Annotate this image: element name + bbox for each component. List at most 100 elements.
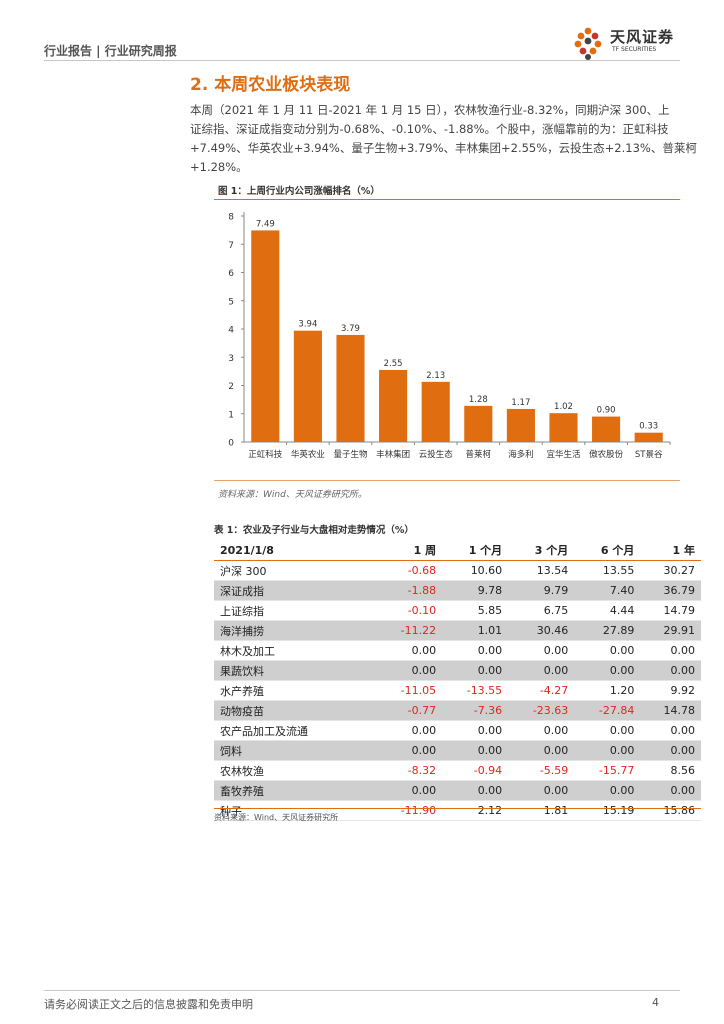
x-tick-label: 正虹科技: [248, 449, 283, 460]
y-tick-label: 7: [228, 241, 234, 251]
table-source: 资料来源：Wind、天风证券研究所: [214, 813, 339, 822]
bar-value-label: 7.49: [256, 219, 275, 229]
row-value: 15.19: [574, 800, 641, 821]
logo-subtitle: TF SECURITIES: [612, 46, 657, 53]
bar: [293, 330, 322, 442]
row-value: -5.59: [508, 760, 575, 781]
table-row: 种子 -11.90 2.12 1.81 15.19 15.86: [214, 800, 701, 821]
table-row: 沪深 300 -0.68 10.60 13.54 13.55 30.27: [214, 560, 701, 581]
row-value: 0.00: [508, 660, 575, 681]
y-tick-label: 1: [228, 410, 234, 420]
row-name: 饲料: [214, 740, 376, 761]
row-name: 海洋捕捞: [214, 620, 376, 641]
row-value: 0.00: [376, 780, 443, 801]
row-value: -0.77: [376, 700, 443, 721]
row-value: 0.00: [574, 640, 641, 661]
performance-table: 2021/1/8 1 周 1 个月 3 个月 6 个月 1 年 沪深 300 -0…: [214, 540, 701, 821]
row-name: 深证成指: [214, 580, 376, 601]
row-value: -11.05: [376, 680, 443, 701]
row-value: 0.00: [640, 780, 701, 801]
row-value: 0.00: [574, 780, 641, 801]
row-value: 0.00: [442, 720, 509, 741]
bar-value-label: 0.90: [597, 406, 616, 416]
logo-name: 天风证券: [610, 28, 675, 46]
table-row: 农产品加工及流通 0.00 0.00 0.00 0.00 0.00: [214, 720, 701, 741]
row-value: 0.00: [640, 740, 701, 761]
row-value: 29.91: [640, 620, 701, 641]
figure-top-rule: [214, 199, 680, 200]
table-row: 海洋捕捞 -11.22 1.01 30.46 27.89 29.91: [214, 620, 701, 641]
row-value: 0.00: [376, 740, 443, 761]
row-value: -0.10: [376, 600, 443, 621]
row-value: -0.68: [376, 560, 443, 581]
header-1m: 1 个月: [442, 540, 509, 561]
bar: [251, 230, 280, 442]
row-name: 果蔬饮料: [214, 660, 376, 681]
summary-paragraph: 本周（2021 年 1 月 11 日-2021 年 1 月 15 日），农林牧渔…: [190, 101, 697, 177]
table-bottom-rule: [214, 808, 701, 809]
row-value: 0.00: [574, 720, 641, 741]
row-value: 36.79: [640, 580, 701, 601]
row-value: 13.54: [508, 560, 575, 581]
row-value: 7.40: [574, 580, 641, 601]
row-value: 0.00: [376, 720, 443, 741]
row-value: -15.77: [574, 760, 641, 781]
x-tick-label: 普莱柯: [466, 449, 492, 460]
row-value: 0.00: [574, 660, 641, 681]
table-row: 果蔬饮料 0.00 0.00 0.00 0.00 0.00: [214, 660, 701, 681]
row-value: 30.46: [508, 620, 575, 641]
header-1w: 1 周: [376, 540, 443, 561]
y-tick-label: 3: [228, 354, 234, 364]
row-value: 27.89: [574, 620, 641, 641]
paragraph-line: 本周（2021 年 1 月 11 日-2021 年 1 月 15 日），农林牧渔…: [190, 103, 670, 117]
row-value: -13.55: [442, 680, 509, 701]
table-row: 上证综指 -0.10 5.85 6.75 4.44 14.79: [214, 600, 701, 621]
footer-divider: [44, 990, 680, 991]
row-value: 0.00: [574, 740, 641, 761]
row-value: 10.60: [442, 560, 509, 581]
row-value: -1.88: [376, 580, 443, 601]
row-value: 8.56: [640, 760, 701, 781]
row-value: -8.32: [376, 760, 443, 781]
page-number: 4: [652, 996, 659, 1009]
row-value: 9.92: [640, 680, 701, 701]
row-value: 14.79: [640, 600, 701, 621]
bar-value-label: 1.17: [511, 398, 530, 408]
table-header-row: 2021/1/8 1 周 1 个月 3 个月 6 个月 1 年: [214, 540, 701, 561]
row-value: 0.00: [442, 780, 509, 801]
bar: [592, 416, 621, 442]
y-tick-label: 0: [228, 439, 234, 449]
x-tick-label: 丰林集团: [376, 449, 410, 460]
bar-chart: 0 1 2 3 4 5 6 7 8 7.49 正虹科技 3.94 华英农业 3.79 量子生物 2.55 丰林集…: [228, 212, 671, 460]
table-title: 表 1：农业及子行业与大盘相对走势情况（%）: [214, 525, 414, 536]
table-row: 动物疫苗 -0.77 -7.36 -23.63 -27.84 14.78: [214, 700, 701, 721]
table-row: 农林牧渔 -8.32 -0.94 -5.59 -15.77 8.56: [214, 760, 701, 781]
figure-source: 资料来源：Wind、天风证券研究所。: [218, 490, 367, 500]
bar: [634, 432, 663, 442]
row-value: 0.00: [508, 720, 575, 741]
row-value: -27.84: [574, 700, 641, 721]
row-value: 2.12: [442, 800, 509, 821]
row-value: 1.20: [574, 680, 641, 701]
table-row: 深证成指 -1.88 9.78 9.79 7.40 36.79: [214, 580, 701, 601]
row-value: 6.75: [508, 600, 575, 621]
bar: [506, 408, 535, 442]
row-value: 0.00: [376, 640, 443, 661]
row-name: 畜牧养殖: [214, 780, 376, 801]
row-value: 0.00: [508, 780, 575, 801]
bar: [549, 413, 578, 442]
row-value: 0.00: [640, 640, 701, 661]
row-value: 9.78: [442, 580, 509, 601]
header-divider: [44, 60, 680, 61]
row-value: -23.63: [508, 700, 575, 721]
row-name: 沪深 300: [214, 560, 376, 581]
bar: [379, 369, 408, 442]
row-name: 种子: [214, 800, 376, 821]
x-tick-label: 海多利: [508, 449, 534, 460]
row-value: 0.00: [640, 720, 701, 741]
paragraph-line: 证综指、深证成指变动分别为-0.68%、-0.10%、-1.88%。个股中，涨幅…: [190, 122, 669, 136]
section-title: 2. 本周农业板块表现: [190, 75, 351, 95]
y-tick-label: 4: [228, 326, 234, 336]
x-tick-label: ST景谷: [635, 450, 663, 460]
row-value: 0.00: [442, 740, 509, 761]
